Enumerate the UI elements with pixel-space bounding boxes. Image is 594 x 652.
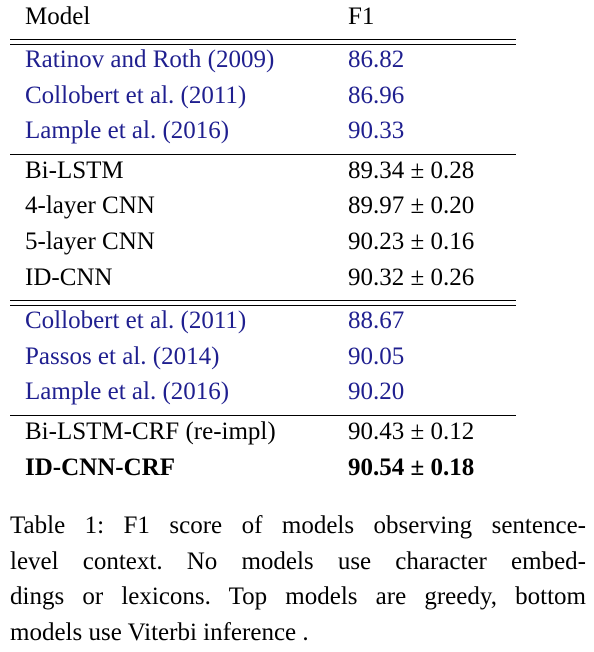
model-cell: ID-CNN — [25, 263, 113, 291]
model-cell: ID-CNN-CRF — [25, 453, 175, 481]
f1-cell: 86.82 — [348, 46, 405, 73]
f1-cell: 89.34 ± 0.28 — [348, 156, 475, 184]
caption-line: models use Viterbi inference . — [10, 618, 309, 646]
model-cell: Passos et al. (2014) — [25, 342, 220, 370]
rule — [10, 305, 516, 307]
model-cell: Collobert et al. (2011) — [25, 81, 247, 109]
model-cell: Lample et al. (2016) — [25, 117, 230, 145]
header-cell: Model — [25, 3, 91, 30]
rule — [10, 415, 516, 416]
rule — [10, 39, 516, 40]
rule — [10, 153, 516, 155]
f1-cell: 90.33 — [348, 117, 405, 145]
caption-line: Table 1: F1 score of models observing se… — [10, 512, 586, 539]
f1-cell: 90.54 ± 0.18 — [348, 453, 475, 481]
rule — [10, 300, 516, 302]
f1-cell: 90.32 ± 0.26 — [348, 263, 475, 291]
caption-line: level context. No models use character e… — [10, 547, 586, 575]
model-cell: Lample et al. (2016) — [25, 378, 230, 406]
f1-cell: 90.23 ± 0.16 — [348, 228, 475, 255]
model-cell: 5-layer CNN — [25, 228, 155, 255]
model-cell: Bi-LSTM-CRF (re-impl) — [25, 418, 276, 445]
model-cell: 4-layer CNN — [25, 192, 155, 220]
f1-cell: 90.43 ± 0.12 — [348, 418, 475, 445]
model-cell: Bi-LSTM — [25, 156, 124, 184]
model-cell: Ratinov and Roth (2009) — [25, 46, 275, 73]
rule — [10, 44, 516, 45]
header-cell: F1 — [348, 3, 375, 30]
f1-cell: 90.05 — [348, 342, 405, 370]
f1-cell: 90.20 — [348, 378, 405, 406]
model-cell: Collobert et al. (2011) — [25, 307, 247, 335]
f1-cell: 86.96 — [348, 81, 405, 109]
f1-cell: 89.97 ± 0.20 — [348, 192, 475, 220]
f1-cell: 88.67 — [348, 307, 405, 335]
caption-line: dings or lexicons. Top models are greedy… — [10, 583, 586, 610]
